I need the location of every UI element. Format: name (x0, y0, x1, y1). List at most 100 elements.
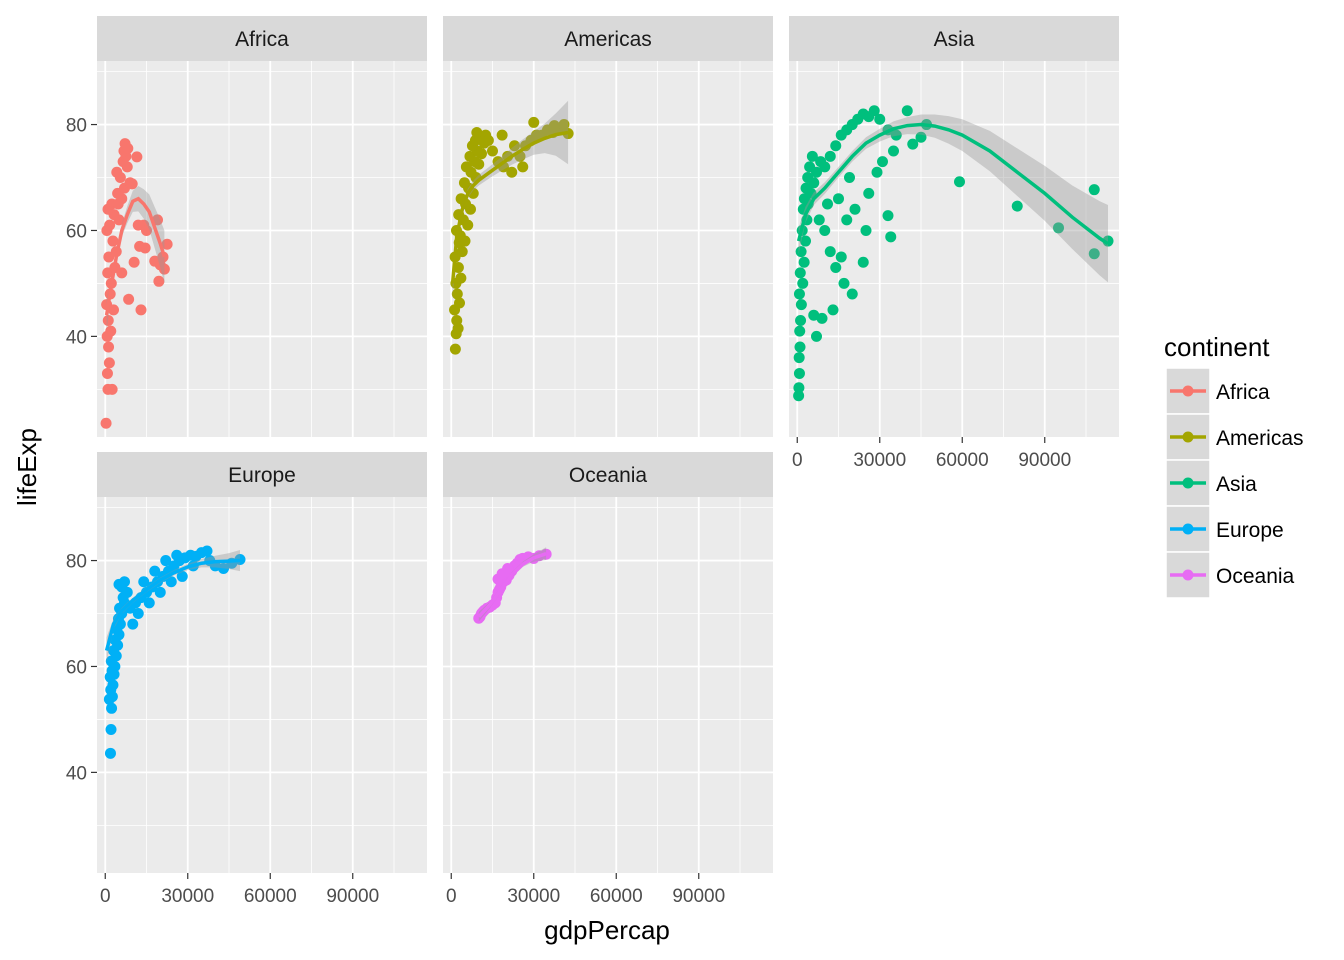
data-point (1053, 222, 1064, 234)
data-point (890, 129, 902, 141)
smooth-line (450, 130, 569, 284)
legend-item-oceania: Oceania (1165, 551, 1295, 599)
panel-americas: Americas (443, 16, 773, 437)
data-point (451, 288, 463, 300)
data-point (871, 166, 883, 178)
data-point (811, 330, 822, 342)
data-point (218, 562, 229, 574)
data-point (793, 367, 805, 379)
data-point (813, 214, 825, 226)
y-tick-label: 40 (66, 763, 87, 784)
data-point (116, 267, 128, 279)
confidence-band (452, 100, 569, 300)
facet-strip-label: Asia (934, 28, 975, 51)
legend-label: Americas (1216, 427, 1304, 450)
data-point (451, 314, 463, 326)
data-point (830, 140, 842, 152)
confidence-band (798, 114, 1108, 283)
data-point (888, 145, 899, 157)
y-tick-label: 60 (66, 221, 87, 242)
legend-item-africa: Africa (1165, 367, 1270, 415)
confidence-band (106, 186, 165, 332)
data-point (804, 161, 816, 173)
data-point (548, 120, 560, 132)
data-point (841, 214, 853, 226)
data-point (795, 314, 807, 326)
data-point (885, 231, 897, 243)
data-point (201, 545, 213, 557)
y-tick-label: 40 (66, 327, 87, 348)
x-tick-label: 0 (100, 886, 111, 907)
x-tick-label: 30000 (853, 450, 906, 471)
data-point (824, 246, 836, 258)
data-point (132, 608, 144, 620)
facet-panels: Africa Americas Asia Europe Oceania (97, 16, 1119, 873)
data-point (112, 198, 124, 210)
data-point (901, 105, 913, 117)
x-tick-label: 60000 (936, 450, 989, 471)
data-point (797, 277, 809, 289)
x-tick-label: 60000 (590, 886, 643, 907)
legend-item-asia: Asia (1165, 459, 1257, 507)
data-point (502, 562, 514, 574)
data-point (793, 390, 805, 402)
data-point (877, 156, 888, 168)
data-point (795, 246, 807, 258)
x-tick-label: 30000 (161, 886, 214, 907)
data-point (907, 138, 919, 150)
data-point (458, 177, 470, 189)
data-point (816, 312, 828, 324)
data-point (558, 119, 570, 131)
data-point (863, 187, 875, 199)
data-point (103, 341, 115, 353)
data-point (104, 747, 116, 759)
smooth-line (104, 196, 167, 316)
data-point (102, 314, 114, 326)
smooth-line (796, 122, 1109, 246)
panel-oceania: Oceania (443, 452, 773, 873)
data-point (149, 255, 161, 267)
data-point (135, 304, 147, 316)
legend-point (1182, 385, 1194, 397)
y-tick-label: 80 (66, 116, 87, 137)
facet-strip-label: Americas (564, 28, 652, 51)
legend-point (1182, 431, 1194, 443)
data-point (482, 134, 494, 146)
x-tick-label: 30000 (507, 886, 560, 907)
data-point (795, 299, 807, 311)
data-point (838, 277, 850, 289)
data-point (100, 417, 112, 429)
data-point (793, 352, 805, 364)
data-point (833, 193, 844, 205)
data-point (806, 150, 818, 162)
data-point (860, 224, 872, 236)
data-point (141, 224, 152, 236)
facet-strip-label: Africa (235, 28, 289, 51)
data-point (1088, 184, 1100, 196)
data-point (107, 235, 119, 247)
facet-strip-label: Europe (228, 464, 296, 487)
x-tick-label: 0 (446, 886, 457, 907)
data-point (808, 309, 820, 321)
data-point (794, 341, 806, 353)
facet-strip (97, 452, 427, 497)
data-point (128, 256, 140, 268)
data-point (101, 367, 113, 379)
data-point (954, 176, 965, 188)
data-point (844, 172, 855, 184)
data-point (119, 138, 131, 150)
data-point (158, 263, 170, 275)
facet-strip (789, 16, 1119, 61)
x-tick-label: 90000 (672, 886, 725, 907)
panel-europe: Europe (97, 452, 427, 873)
data-point (460, 161, 472, 173)
data-point (857, 256, 869, 268)
data-point (134, 240, 146, 252)
data-point (171, 549, 183, 561)
data-point (874, 113, 886, 125)
legend-item-europe: Europe (1165, 505, 1284, 553)
data-point (160, 555, 172, 567)
data-point (455, 272, 467, 284)
legend-point (1182, 523, 1194, 535)
data-point (496, 129, 508, 141)
